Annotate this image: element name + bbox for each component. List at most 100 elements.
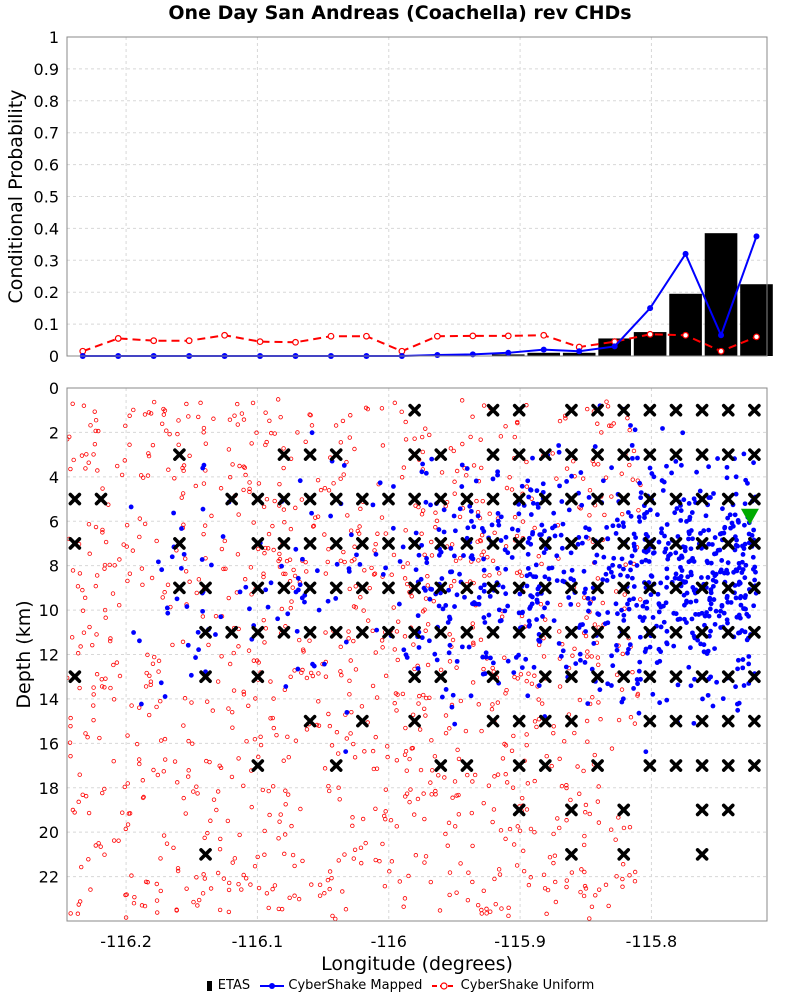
mapped-hypocenter-point xyxy=(155,559,161,565)
uniform-hypocenter-point xyxy=(131,901,137,906)
uniform-hypocenter-point xyxy=(468,434,473,440)
mapped-hypocenter-point xyxy=(591,641,597,646)
mapped-hypocenter-point xyxy=(471,524,477,530)
mapped-hypocenter-point xyxy=(526,535,532,541)
mapped-hypocenter-point xyxy=(475,513,481,519)
uniform-hypocenter-point xyxy=(532,673,537,678)
etas-grid-marker xyxy=(277,448,291,461)
uniform-hypocenter-point xyxy=(578,889,583,895)
uniform-hypocenter-point xyxy=(260,787,266,793)
uniform-hypocenter-point xyxy=(100,790,105,796)
mapped-hypocenter-point xyxy=(462,594,467,600)
uniform-hypocenter-point xyxy=(292,573,298,579)
etas-grid-marker xyxy=(565,848,578,861)
mapped-hypocenter-point xyxy=(710,583,716,589)
mapped-hypocenter-point xyxy=(568,550,574,556)
mapped-hypocenter-point xyxy=(738,602,744,608)
uniform-hypocenter-point xyxy=(417,693,422,699)
mapped-hypocenter-point xyxy=(370,502,376,508)
mapped-hypocenter-point xyxy=(443,687,449,692)
mapped-hypocenter-point xyxy=(513,654,519,660)
mapped-hypocenter-point xyxy=(489,522,495,528)
uniform-hypocenter-point xyxy=(208,886,214,891)
uniform-hypocenter-point xyxy=(125,733,130,738)
mapped-hypocenter-point xyxy=(665,541,671,546)
mapped-hypocenter-point xyxy=(478,585,484,591)
etas-grid-marker xyxy=(408,714,421,728)
uniform-hypocenter-point xyxy=(497,872,503,877)
uniform-hypocenter-point xyxy=(488,909,493,914)
mapped-hypocenter-point xyxy=(466,644,472,650)
uniform-hypocenter-point xyxy=(125,781,130,786)
mapped-hypocenter-point xyxy=(578,622,583,628)
top-y-tick-label: 0 xyxy=(49,347,59,366)
uniform-hypocenter-point xyxy=(465,772,470,778)
uniform-hypocenter-point xyxy=(373,541,378,547)
uniform-hypocenter-point xyxy=(464,473,469,478)
etas-grid-marker xyxy=(382,537,395,550)
uniform-hypocenter-point xyxy=(100,486,105,491)
uniform-hypocenter-point xyxy=(362,568,367,573)
uniform-hypocenter-point xyxy=(145,473,151,478)
etas-grid-marker xyxy=(329,448,343,461)
mapped-hypocenter-point xyxy=(717,547,723,553)
uniform-point xyxy=(540,331,548,339)
mapped-hypocenter-point xyxy=(665,556,671,562)
uniform-hypocenter-point xyxy=(481,549,486,554)
etas-grid-marker xyxy=(460,625,474,639)
uniform-hypocenter-point xyxy=(372,548,377,553)
etas-grid-marker xyxy=(329,492,343,506)
etas-grid-marker xyxy=(539,492,552,506)
mapped-hypocenter-point xyxy=(642,515,647,521)
uniform-hypocenter-point xyxy=(331,481,336,486)
uniform-hypocenter-point xyxy=(403,437,409,442)
etas-grid-marker xyxy=(303,492,317,506)
etas-grid-marker xyxy=(695,625,709,639)
mapped-hypocenter-point xyxy=(564,479,570,484)
uniform-hypocenter-point xyxy=(227,417,233,422)
uniform-hypocenter-point xyxy=(292,893,297,898)
uniform-hypocenter-point xyxy=(479,532,485,538)
uniform-hypocenter-point xyxy=(141,794,146,800)
etas-grid-marker xyxy=(748,492,761,506)
uniform-hypocenter-point xyxy=(511,842,517,847)
mapped-hypocenter-point xyxy=(604,524,610,530)
uniform-hypocenter-point xyxy=(544,754,549,759)
etas-grid-marker xyxy=(643,492,657,506)
uniform-hypocenter-point xyxy=(352,544,357,549)
uniform-hypocenter-point xyxy=(281,571,286,576)
uniform-hypocenter-point xyxy=(352,755,358,760)
uniform-hypocenter-point xyxy=(204,699,210,704)
uniform-hypocenter-point xyxy=(300,647,306,652)
uniform-hypocenter-point xyxy=(457,514,463,520)
uniform-hypocenter-point xyxy=(93,843,98,848)
mapped-hypocenter-point xyxy=(344,709,350,715)
uniform-hypocenter-point xyxy=(479,552,484,558)
uniform-hypocenter-point xyxy=(536,697,541,702)
etas-grid-marker xyxy=(565,448,578,461)
uniform-hypocenter-point xyxy=(83,466,88,471)
uniform-hypocenter-point xyxy=(186,414,191,419)
uniform-hypocenter-point xyxy=(191,899,196,905)
mapped-hypocenter-point xyxy=(720,696,726,702)
legend-uniform-label: CyberShake Uniform xyxy=(460,978,595,993)
uniform-hypocenter-point xyxy=(399,409,404,415)
bottom-y-tick-label: 0 xyxy=(49,379,59,398)
mapped-hypocenter-point xyxy=(659,526,664,532)
uniform-hypocenter-point xyxy=(590,695,595,700)
mapped-hypocenter-point xyxy=(397,559,403,564)
uniform-hypocenter-point xyxy=(446,820,452,826)
mapped-point xyxy=(505,349,512,356)
mapped-hypocenter-point xyxy=(354,552,359,558)
uniform-hypocenter-point xyxy=(202,876,208,881)
uniform-hypocenter-point xyxy=(225,818,231,824)
mapped-hypocenter-point xyxy=(550,525,555,531)
uniform-hypocenter-point xyxy=(252,736,258,742)
etas-grid-marker xyxy=(617,581,631,595)
uniform-hypocenter-point xyxy=(70,401,75,407)
mapped-hypocenter-point xyxy=(243,584,249,590)
etas-grid-marker xyxy=(303,714,317,728)
uniform-hypocenter-point xyxy=(471,642,476,647)
uniform-hypocenter-point xyxy=(521,868,527,874)
uniform-hypocenter-point xyxy=(392,647,397,652)
